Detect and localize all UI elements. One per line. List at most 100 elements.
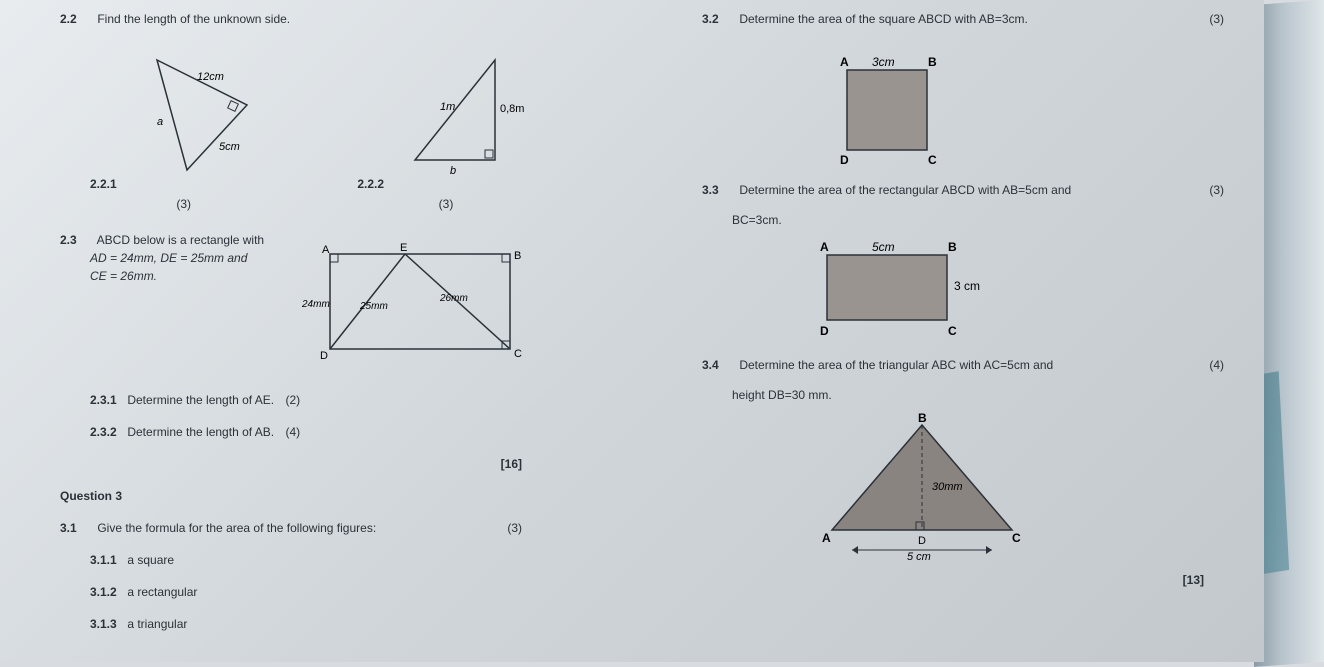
sq-side: 3cm [872, 55, 895, 69]
r-D: D [820, 324, 829, 338]
label-25mm: 25mm [359, 301, 388, 312]
r-w: 5cm [872, 240, 895, 254]
total-q2: [16] [60, 455, 582, 473]
q-3-3-text: Determine the area of the rectangular AB… [739, 183, 1071, 197]
label-B: B [514, 250, 521, 262]
q-3-2: 3.2 Determine the area of the square ABC… [702, 10, 1224, 28]
q-2-3-given2: CE = 26mm. [90, 267, 280, 285]
q-3-1-marks: (3) [507, 519, 582, 537]
q-3-1-text: Give the formula for the area of the fol… [97, 521, 376, 535]
sq-D: D [840, 153, 849, 167]
t-height: 30mm [932, 481, 963, 493]
q-2-2-text: Find the length of the unknown side. [97, 12, 290, 26]
q-2-3-text-block: 2.3 ABCD below is a rectangle with AD = … [60, 231, 280, 285]
label-E: E [400, 242, 407, 254]
t-C: C [1012, 531, 1021, 545]
q-2-3-number: 2.3 [60, 231, 94, 249]
t-B: B [918, 411, 927, 425]
q-2-2: 2.2 Find the length of the unknown side. [60, 10, 582, 28]
q-3-3-marks: (3) [1209, 181, 1224, 199]
q-3-1-1-number: 3.1.1 [90, 551, 124, 569]
q-3-1-3-number: 3.1.3 [90, 615, 124, 633]
q-2-2-1-number: 2.2.1 [90, 177, 124, 191]
tri-3-4: B A C D 30mm 5 cm [812, 410, 1032, 560]
label-26mm: 26mm [439, 293, 468, 304]
sq-B: B [928, 55, 937, 69]
r-C: C [948, 324, 957, 338]
q-2-3-1: 2.3.1 Determine the length of AE. (2) [90, 391, 582, 409]
t-A: A [822, 531, 831, 545]
q-2-3-1-marks: (2) [285, 391, 300, 409]
rect-3-3-svg: A 5cm B 3 cm C D [802, 235, 1002, 345]
label-A: A [322, 244, 330, 256]
label-a: a [157, 116, 163, 128]
label-b: b [450, 165, 456, 177]
q-3-4-text2: height DB=30 mm. [732, 388, 1224, 402]
q-3-1-2-text: a rectangular [127, 585, 197, 599]
label-D: D [320, 350, 328, 362]
q-3-1-1-text: a square [127, 553, 174, 567]
q-3-1-3: 3.1.3 a triangular [90, 615, 582, 633]
q-2-3-2: 2.3.2 Determine the length of AB. (4) [90, 423, 582, 441]
question-3-heading: Question 3 [60, 487, 582, 505]
q-3-1: 3.1 Give the formula for the area of the… [60, 519, 582, 537]
q-2-3-2-number: 2.3.2 [90, 423, 124, 441]
q-2-3-1-number: 2.3.1 [90, 391, 124, 409]
tri-3-4-svg: B A C D 30mm 5 cm [812, 410, 1032, 560]
triangle-2-2-1: 12cm 5cm a [127, 50, 277, 180]
triangle-2-2-2: 1m 0,8m b [395, 50, 535, 180]
square-3-2: A 3cm B C D [822, 50, 962, 170]
label-08m: 0,8m [500, 103, 524, 115]
q-2-3-2-text: Determine the length of AB. [127, 425, 274, 439]
q-2-2-figures-row: 2.2.1 12cm 5cm a (3) 2.2.2 [90, 42, 582, 211]
label-5cm: 5cm [219, 141, 240, 153]
label-12cm: 12cm [197, 71, 224, 83]
left-column: 2.2 Find the length of the unknown side.… [60, 10, 582, 652]
q-2-2-number: 2.2 [60, 10, 94, 28]
q-3-2-number: 3.2 [702, 10, 736, 28]
q-2-3-1-text: Determine the length of AE. [127, 393, 274, 407]
q-2-3-given1: AD = 24mm, DE = 25mm and [90, 249, 280, 267]
worksheet-page: 2.2 Find the length of the unknown side.… [0, 0, 1264, 662]
q-2-2-2-number: 2.2.2 [357, 177, 391, 191]
sq-A: A [840, 55, 849, 69]
rectangle-2-3: A E B C D 24mm 25mm 26mm [300, 239, 530, 369]
label-C: C [514, 348, 522, 360]
q-3-2-marks: (3) [1209, 10, 1224, 28]
sq-C: C [928, 153, 937, 167]
label-24mm: 24mm [301, 299, 330, 310]
q-3-1-number: 3.1 [60, 519, 94, 537]
label-1m: 1m [440, 101, 455, 113]
rectangle-2-3-svg: A E B C D 24mm 25mm 26mm [300, 239, 530, 369]
q-2-2-2: 2.2.2 1m 0,8m b (3) [357, 42, 534, 211]
q-3-1-1: 3.1.1 a square [90, 551, 582, 569]
t-base: 5 cm [907, 551, 931, 560]
rect-3-3: A 5cm B 3 cm C D [802, 235, 1002, 345]
t-D: D [918, 535, 926, 547]
r-h: 3 cm [954, 279, 980, 293]
q-3-4-number: 3.4 [702, 356, 736, 374]
q-2-2-2-marks: (3) [357, 197, 534, 211]
q-3-3-number: 3.3 [702, 181, 736, 199]
q-2-2-1: 2.2.1 12cm 5cm a (3) [90, 42, 277, 211]
q-3-1-3-text: a triangular [127, 617, 187, 631]
q-3-1-2-number: 3.1.2 [90, 583, 124, 601]
triangle-2-2-2-svg: 1m 0,8m b [395, 50, 535, 180]
right-column: 3.2 Determine the area of the square ABC… [702, 10, 1224, 652]
q-2-3-2-marks: (4) [285, 423, 300, 441]
q-3-3: 3.3 Determine the area of the rectangula… [702, 181, 1224, 199]
q-2-3: 2.3 ABCD below is a rectangle with AD = … [60, 231, 582, 377]
square-3-2-svg: A 3cm B C D [822, 50, 962, 170]
q-3-3-text2: BC=3cm. [732, 213, 1224, 227]
total-q3: [13] [702, 571, 1224, 589]
q-3-4-text: Determine the area of the triangular ABC… [739, 358, 1053, 372]
q-3-4-marks: (4) [1209, 356, 1224, 374]
r-B: B [948, 240, 957, 254]
triangle-2-2-1-svg: 12cm 5cm a [127, 50, 277, 180]
q-3-4: 3.4 Determine the area of the triangular… [702, 356, 1224, 374]
q-2-3-text: ABCD below is a rectangle with [97, 233, 264, 247]
q-3-1-2: 3.1.2 a rectangular [90, 583, 582, 601]
q-3-2-text: Determine the area of the square ABCD wi… [739, 12, 1027, 26]
q-2-2-1-marks: (3) [90, 197, 277, 211]
r-A: A [820, 240, 829, 254]
